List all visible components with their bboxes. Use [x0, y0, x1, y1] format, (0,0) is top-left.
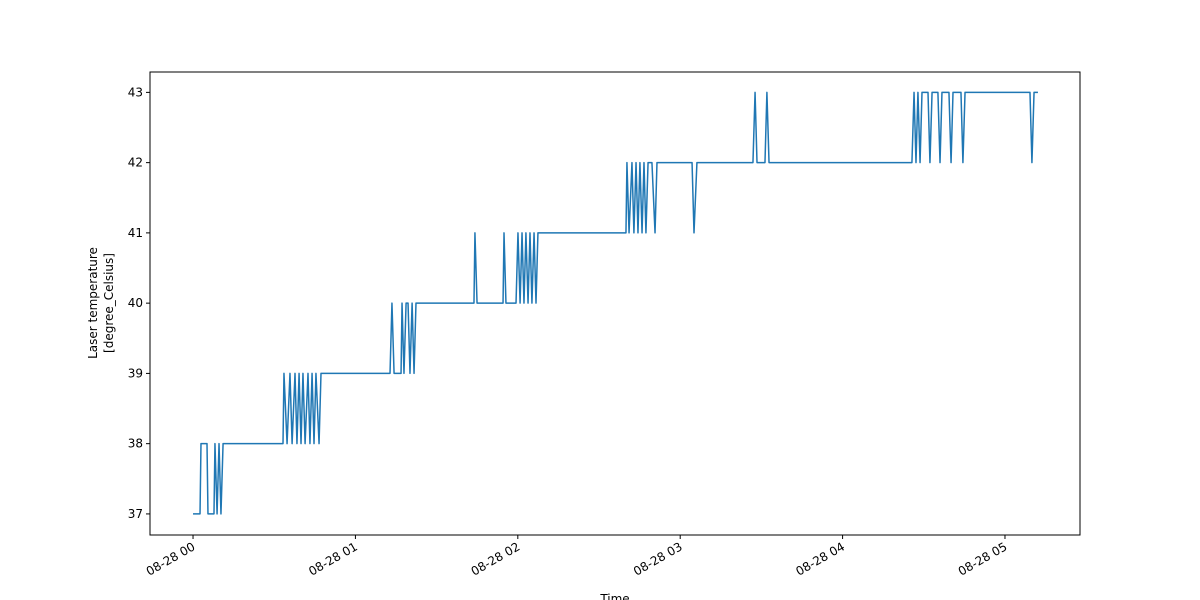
- y-tick-label: 40: [128, 296, 143, 310]
- x-tick-label: 08-28 04: [793, 539, 847, 578]
- x-axis-label: Time: [599, 592, 629, 600]
- y-tick-label: 37: [128, 507, 143, 521]
- data-line: [193, 91, 1038, 515]
- x-tick-label: 08-28 05: [956, 539, 1010, 578]
- y-tick-label: 43: [128, 85, 143, 99]
- y-tick-label: 41: [128, 226, 143, 240]
- x-tick-label: 08-28 00: [144, 539, 198, 578]
- y-axis-label: Laser temperature: [86, 247, 100, 359]
- x-tick-label: 08-28 03: [631, 539, 685, 578]
- x-tick-label: 08-28 02: [469, 539, 523, 578]
- y-tick-label: 42: [128, 156, 143, 170]
- y-tick-label: 38: [128, 437, 143, 451]
- x-tick-label: 08-28 01: [306, 539, 360, 578]
- y-axis-label: [degree_Celsius]: [102, 253, 116, 353]
- y-tick-label: 39: [128, 366, 143, 380]
